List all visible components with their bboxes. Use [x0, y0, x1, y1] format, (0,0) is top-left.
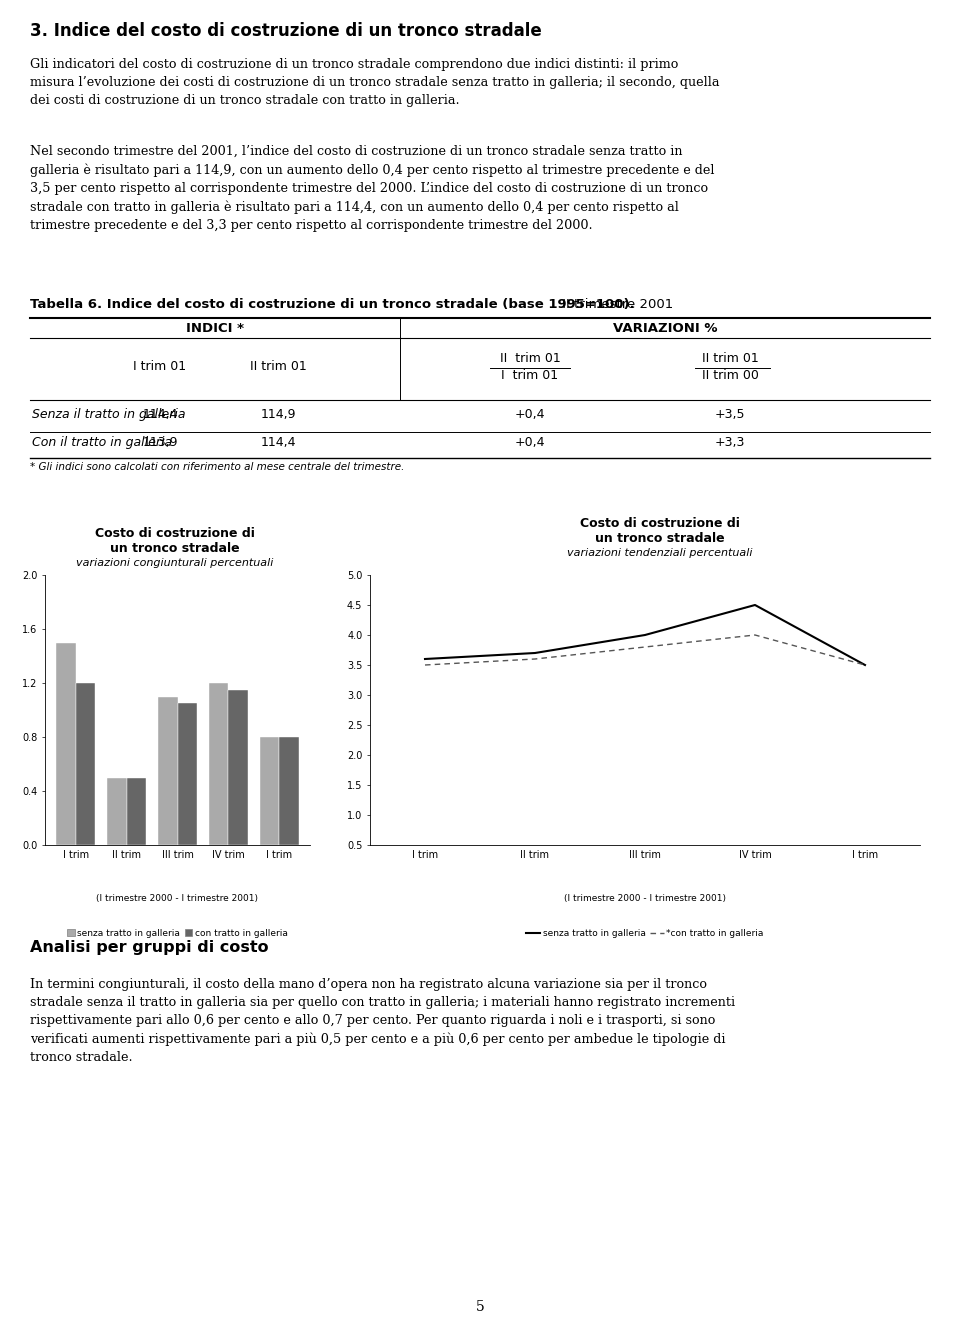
Text: 114,4: 114,4 [142, 408, 178, 421]
Text: 113,9: 113,9 [142, 436, 178, 449]
Bar [76, 682, 95, 845]
Text: (I trimestre 2000 - I trimestre 2001): (I trimestre 2000 - I trimestre 2001) [564, 893, 726, 902]
Text: +0,4: +0,4 [515, 436, 545, 449]
Legend: senza tratto in galleria, *con tratto in galleria: senza tratto in galleria, *con tratto in… [523, 925, 767, 941]
Bar [158, 697, 178, 845]
Text: +0,4: +0,4 [515, 408, 545, 421]
Text: Tabella 6. Indice del costo di costruzione di un tronco stradale (base 1995=100): Tabella 6. Indice del costo di costruzio… [30, 298, 635, 311]
Text: Costo di costruzione di: Costo di costruzione di [580, 517, 740, 530]
Text: II trimestre 2001: II trimestre 2001 [558, 298, 673, 311]
Text: * Gli indici sono calcolati con riferimento al mese centrale del trimestre.: * Gli indici sono calcolati con riferime… [30, 462, 404, 472]
Text: 5: 5 [475, 1300, 485, 1314]
Bar [57, 643, 76, 845]
Text: variazioni congiunturali percentuali: variazioni congiunturali percentuali [76, 558, 274, 568]
Text: VARIAZIONI %: VARIAZIONI % [612, 322, 717, 335]
Legend: senza tratto in galleria, con tratto in galleria: senza tratto in galleria, con tratto in … [63, 925, 291, 941]
Text: Nel secondo trimestre del 2001, l’indice del costo di costruzione di un tronco s: Nel secondo trimestre del 2001, l’indice… [30, 144, 714, 232]
Bar [108, 778, 127, 845]
Text: 3. Indice del costo di costruzione di un tronco stradale: 3. Indice del costo di costruzione di un… [30, 23, 541, 40]
Text: (I trimestre 2000 - I trimestre 2001): (I trimestre 2000 - I trimestre 2001) [97, 893, 258, 902]
Text: un tronco stradale: un tronco stradale [110, 542, 240, 555]
Text: un tronco stradale: un tronco stradale [595, 533, 725, 545]
Text: I  trim 01: I trim 01 [501, 368, 559, 382]
Text: 114,4: 114,4 [260, 436, 296, 449]
Bar [260, 737, 279, 845]
Bar [228, 690, 248, 845]
Text: II trim 01: II trim 01 [250, 360, 306, 374]
Text: +3,5: +3,5 [715, 408, 745, 421]
Text: In termini congiunturali, il costo della mano d’opera non ha registrato alcuna v: In termini congiunturali, il costo della… [30, 978, 735, 1064]
Text: Con il tratto in galleria: Con il tratto in galleria [32, 436, 172, 449]
Text: variazioni tendenziali percentuali: variazioni tendenziali percentuali [567, 549, 753, 558]
Text: Costo di costruzione di: Costo di costruzione di [95, 527, 255, 541]
Text: Analisi per gruppi di costo: Analisi per gruppi di costo [30, 939, 269, 955]
Bar [209, 682, 228, 845]
Text: +3,3: +3,3 [715, 436, 745, 449]
Bar [127, 778, 146, 845]
Text: 114,9: 114,9 [260, 408, 296, 421]
Text: I trim 01: I trim 01 [133, 360, 186, 374]
Text: Senza il tratto in galleria: Senza il tratto in galleria [32, 408, 185, 421]
Text: II trim 01: II trim 01 [702, 352, 758, 364]
Bar [279, 737, 299, 845]
Text: II trim 00: II trim 00 [702, 368, 758, 382]
Text: INDICI *: INDICI * [186, 322, 244, 335]
Text: Gli indicatori del costo di costruzione di un tronco stradale comprendono due in: Gli indicatori del costo di costruzione … [30, 58, 719, 107]
Text: II  trim 01: II trim 01 [499, 352, 561, 364]
Bar [178, 704, 197, 845]
